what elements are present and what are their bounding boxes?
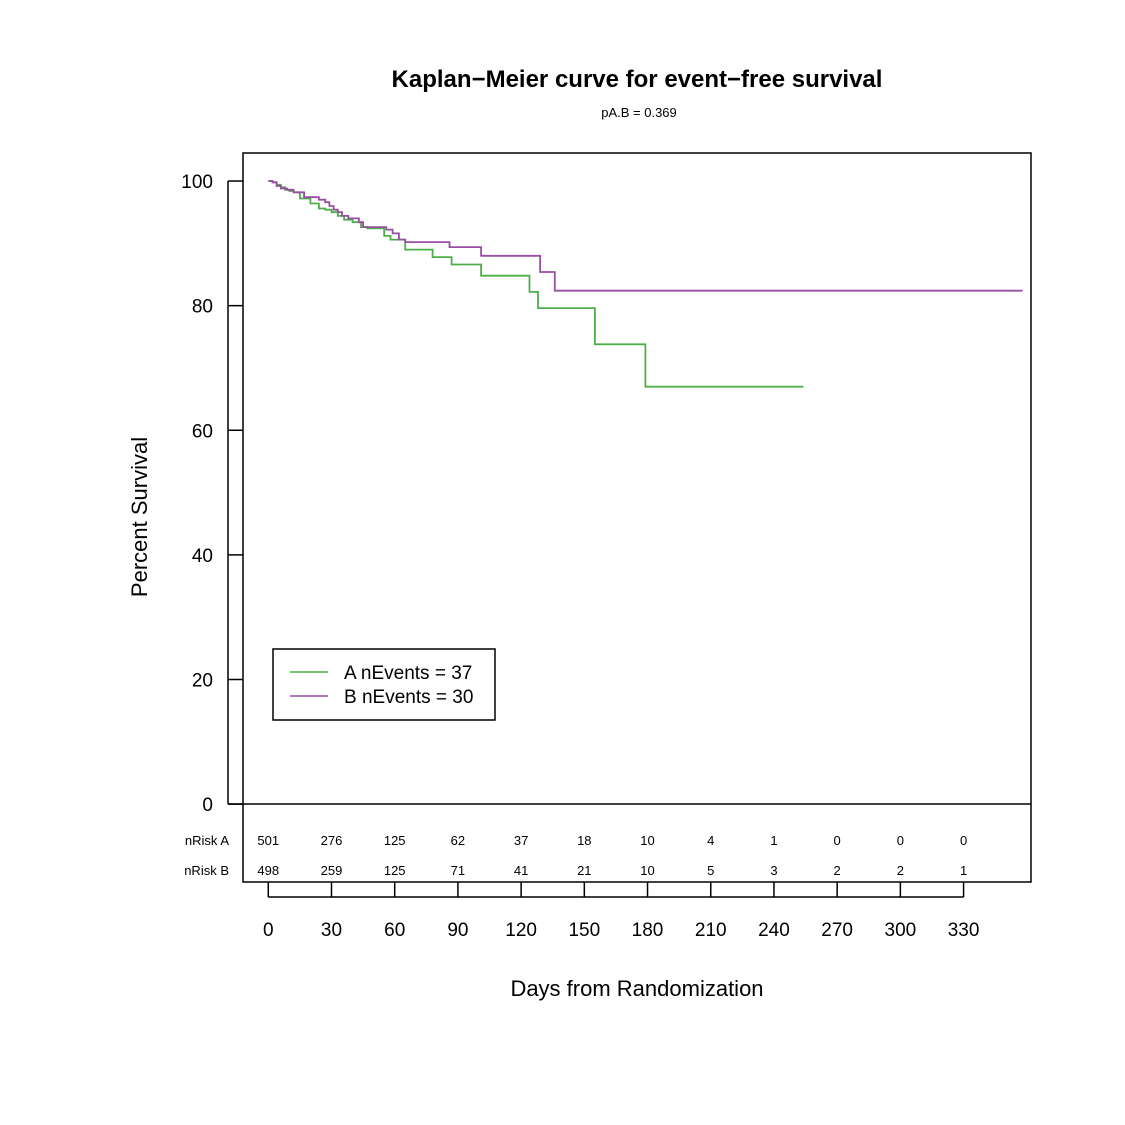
x-tick-label: 0 (263, 920, 274, 941)
risk-value: 10 (640, 863, 654, 878)
y-tick-label: 40 (192, 546, 213, 567)
risk-value: 21 (577, 863, 591, 878)
y-axis: 0 20 40 60 80 100 (181, 172, 243, 816)
x-tick-label: 180 (632, 920, 664, 941)
x-tick-label: 330 (948, 920, 980, 941)
plot-area (242, 152, 1032, 883)
risk-value: 1 (960, 863, 967, 878)
risk-value: 498 (257, 863, 279, 878)
risk-value: 37 (514, 833, 528, 848)
y-tick-label: 0 (202, 795, 213, 816)
legend-entry-a: A nEvents = 37 (344, 663, 472, 684)
x-tick-label: 120 (505, 920, 537, 941)
chart-title: Kaplan−Meier curve for event−free surviv… (392, 66, 883, 93)
risk-value: 501 (257, 833, 279, 848)
legend-box (272, 648, 496, 721)
risk-value: 62 (451, 833, 465, 848)
x-tick-label: 30 (321, 920, 342, 941)
risk-value: 5 (707, 863, 714, 878)
risk-value: 1 (770, 833, 777, 848)
y-tick-label: 20 (192, 671, 213, 692)
risk-value: 0 (897, 833, 904, 848)
risk-value: 0 (834, 833, 841, 848)
x-tick-label: 210 (695, 920, 727, 941)
risk-value: 4 (707, 833, 714, 848)
y-tick-label: 60 (192, 421, 213, 442)
risk-value: 276 (321, 833, 343, 848)
risk-value: 259 (321, 863, 343, 878)
y-tick-label: 80 (192, 297, 213, 318)
x-tick-label: 240 (758, 920, 790, 941)
risk-value: 0 (960, 833, 967, 848)
x-axis: 0 30 60 90 120 150 180 210 240 270 300 330 (263, 882, 979, 941)
x-tick-label: 270 (821, 920, 853, 941)
legend: A nEvents = 37 B nEvents = 30 (272, 648, 496, 721)
risk-value: 2 (834, 863, 841, 878)
x-tick-label: 90 (447, 920, 468, 941)
survival-curves (268, 180, 1023, 388)
legend-entry-b: B nEvents = 30 (344, 687, 473, 708)
risk-value: 2 (897, 863, 904, 878)
risk-value: 71 (451, 863, 465, 878)
risk-value: 125 (384, 833, 406, 848)
y-tick-label: 100 (181, 172, 213, 193)
risk-value: 18 (577, 833, 591, 848)
chart-subtitle: pA.B = 0.369 (601, 105, 677, 120)
risk-value: 125 (384, 863, 406, 878)
risk-row-label: nRisk A (185, 833, 229, 848)
risk-value: 3 (770, 863, 777, 878)
x-axis-label: Days from Randomization (510, 976, 763, 1001)
risk-value: 41 (514, 863, 528, 878)
y-axis-label: Percent Survival (127, 437, 152, 597)
risk-value: 10 (640, 833, 654, 848)
series-line-a (268, 180, 804, 388)
series-line-b (268, 180, 1023, 292)
x-tick-label: 150 (568, 920, 600, 941)
x-tick-label: 60 (384, 920, 405, 941)
risk-row-label: nRisk B (184, 863, 229, 878)
x-tick-label: 300 (885, 920, 917, 941)
